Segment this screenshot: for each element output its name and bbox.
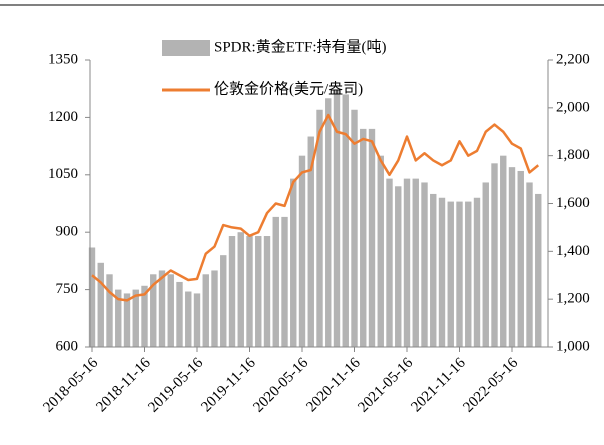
bar bbox=[368, 128, 376, 347]
y2-tick-label: 1,400 bbox=[556, 243, 590, 259]
bar bbox=[272, 216, 279, 347]
bar bbox=[211, 270, 218, 347]
bar bbox=[517, 170, 524, 347]
x-tick-label: 2021-05-16 bbox=[355, 355, 416, 416]
bar bbox=[491, 163, 498, 347]
bar bbox=[360, 128, 367, 347]
bar bbox=[281, 216, 288, 347]
y-tick-label: 600 bbox=[56, 338, 79, 354]
bar bbox=[298, 155, 306, 347]
x-tick-label: 2018-05-16 bbox=[40, 355, 101, 416]
legend-swatch bbox=[162, 40, 210, 56]
bar bbox=[377, 155, 384, 347]
bar bbox=[141, 285, 148, 347]
bar bbox=[386, 178, 393, 347]
legend-label: SPDR:黄金ETF:持有量(吨) bbox=[214, 38, 387, 55]
y-tick-label: 1050 bbox=[48, 166, 78, 182]
bar bbox=[237, 232, 244, 347]
y2-tick-label: 2,200 bbox=[556, 51, 590, 67]
x-tick-label: 2018-11-16 bbox=[93, 355, 154, 416]
bar bbox=[220, 255, 227, 347]
bar bbox=[333, 90, 341, 347]
bar bbox=[106, 274, 113, 347]
bar bbox=[508, 167, 516, 347]
y2-tick-label: 1,000 bbox=[556, 338, 590, 354]
bar bbox=[307, 136, 314, 347]
y-tick-label: 1200 bbox=[48, 109, 78, 125]
y-tick-label: 750 bbox=[56, 281, 79, 297]
bar bbox=[176, 281, 183, 347]
bar bbox=[500, 155, 507, 347]
bar bbox=[482, 182, 489, 347]
bar bbox=[158, 270, 166, 347]
bar bbox=[342, 94, 349, 347]
bar bbox=[290, 178, 297, 347]
y2-tick-label: 1,600 bbox=[556, 195, 590, 211]
bar bbox=[132, 289, 139, 347]
bar bbox=[202, 274, 209, 347]
bar bbox=[193, 293, 201, 347]
bar bbox=[438, 197, 446, 347]
y2-tick-label: 1,200 bbox=[556, 291, 590, 307]
bar bbox=[316, 109, 323, 347]
bar bbox=[526, 182, 533, 347]
bar bbox=[465, 201, 472, 347]
bar bbox=[123, 293, 131, 347]
x-tick-label: 2019-05-16 bbox=[145, 355, 206, 416]
bar bbox=[263, 236, 271, 347]
bar bbox=[430, 193, 437, 347]
x-tick-label: 2022-05-16 bbox=[460, 355, 521, 416]
bar bbox=[325, 98, 332, 348]
bar bbox=[150, 274, 157, 347]
bar bbox=[228, 236, 236, 347]
x-tick-label: 2020-11-16 bbox=[303, 355, 364, 416]
bar bbox=[88, 247, 96, 347]
y2-tick-label: 2,000 bbox=[556, 99, 590, 115]
x-tick-label: 2021-11-16 bbox=[408, 355, 469, 416]
bar bbox=[115, 289, 122, 347]
bar bbox=[97, 262, 104, 347]
x-tick-label: 2020-05-16 bbox=[250, 355, 311, 416]
bar bbox=[255, 236, 262, 347]
bar bbox=[395, 186, 402, 347]
bar bbox=[535, 193, 542, 347]
bar bbox=[456, 201, 463, 347]
price-line bbox=[91, 113, 540, 302]
y-tick-label: 1350 bbox=[48, 51, 78, 67]
y2-tick-label: 1,800 bbox=[556, 147, 590, 163]
bar bbox=[421, 182, 428, 347]
bar bbox=[246, 236, 253, 347]
bar bbox=[447, 201, 454, 347]
bar bbox=[351, 109, 358, 347]
bar bbox=[167, 274, 174, 347]
bar bbox=[473, 197, 481, 347]
bar bbox=[185, 291, 192, 347]
legend-label: 伦敦金价格(美元/盎司) bbox=[214, 80, 363, 97]
bar bbox=[403, 178, 411, 347]
bar bbox=[412, 178, 419, 347]
y-tick-label: 900 bbox=[56, 224, 79, 240]
x-tick-label: 2019-11-16 bbox=[198, 355, 259, 416]
